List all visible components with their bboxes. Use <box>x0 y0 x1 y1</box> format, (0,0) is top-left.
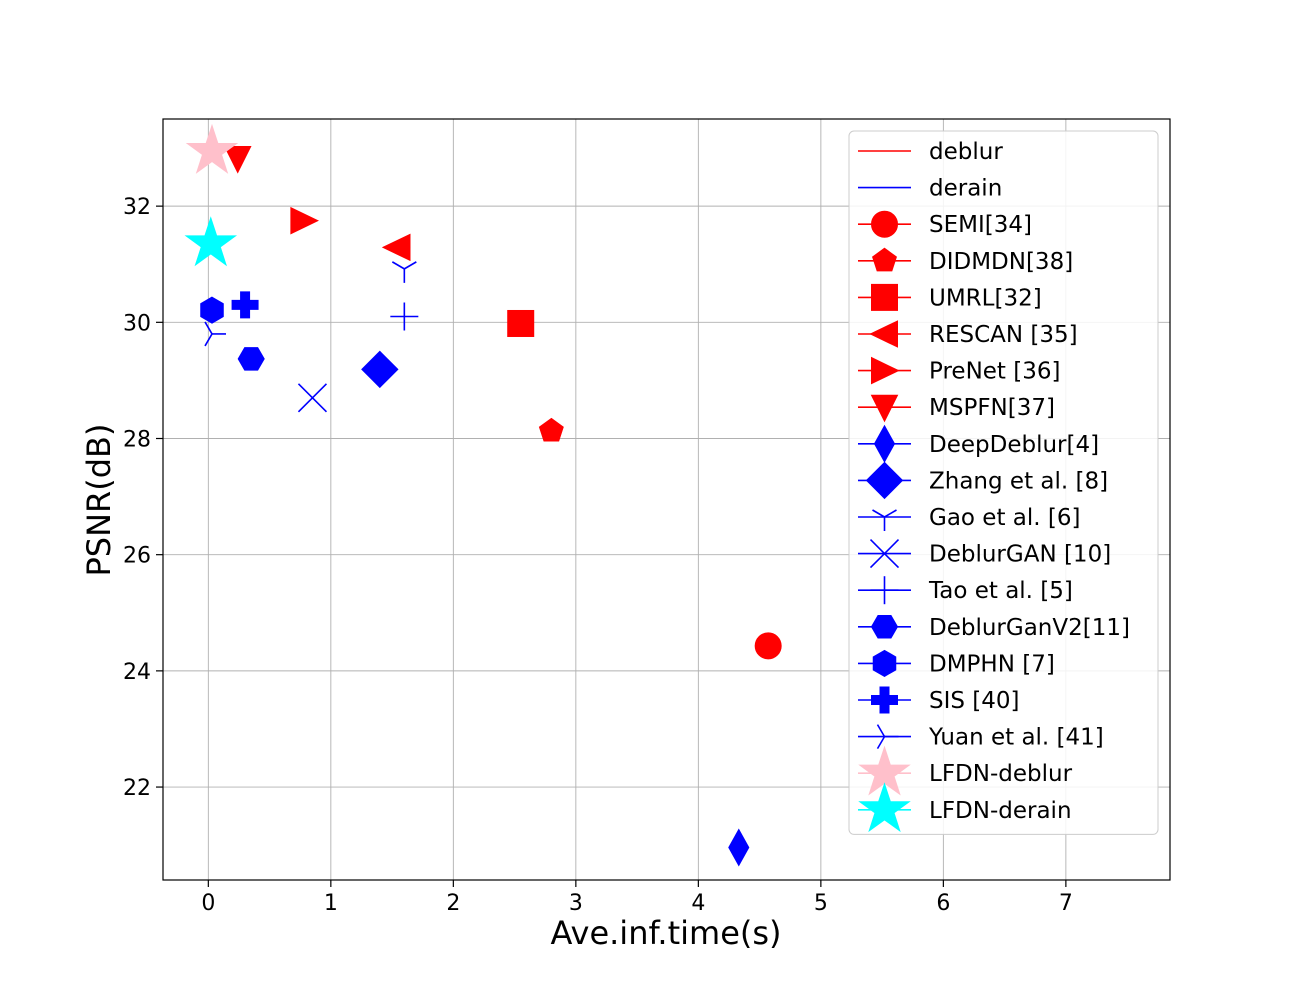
legend-marker-tao-et-al-5 <box>870 576 899 605</box>
point-prenet-36 <box>290 206 320 235</box>
legend-marker-lfdn-derain <box>858 782 911 833</box>
legend-label: Gao et al. [6] <box>929 505 1080 531</box>
legend-label: LFDN-derain <box>929 798 1072 824</box>
x-tick-label: 7 <box>1059 891 1073 916</box>
legend-box <box>848 130 1159 835</box>
point-deblurgan-10 <box>297 383 328 413</box>
legend-marker-didmdn-38 <box>872 247 897 272</box>
legend-label: MSPFN[37] <box>929 395 1055 421</box>
point-sis-40 <box>231 291 259 319</box>
y-tick-label: 24 <box>123 660 151 685</box>
legend-marker-deblurgan-10 <box>869 539 900 569</box>
legend-marker-rescan-35 <box>869 320 898 348</box>
legend-label: DMPHN [7] <box>929 651 1055 677</box>
point-rescan-35 <box>381 233 411 262</box>
legend-marker-semi-34 <box>871 210 898 238</box>
x-tick-label: 5 <box>814 891 828 916</box>
y-tick-label: 30 <box>123 311 151 336</box>
legend-marker-gao-et-al-6 <box>872 509 897 531</box>
y-tick-label: 22 <box>123 776 151 801</box>
point-umrl-32 <box>507 309 535 337</box>
y-tick-label: 26 <box>123 544 151 569</box>
legend-label: deblur <box>929 139 1003 165</box>
point-deblurganv2-11 <box>237 347 265 371</box>
x-tick-label: 1 <box>324 891 338 916</box>
point-dmphn-7 <box>200 296 224 324</box>
legend-marker-umrl-32 <box>871 283 898 311</box>
legend-label: Tao et al. [5] <box>928 578 1073 604</box>
legend-marker-sis-40 <box>871 686 898 714</box>
legend-marker-yuan-et-al-41 <box>876 724 899 750</box>
legend-label: RESCAN [35] <box>929 322 1078 348</box>
y-axis-label: PSNR(dB) <box>80 423 118 576</box>
x-tick-label: 4 <box>691 891 705 916</box>
x-tick-label: 6 <box>936 891 950 916</box>
legend-label: DeblurGanV2[11] <box>929 615 1130 641</box>
point-tao-et-al-5 <box>390 302 419 331</box>
x-tick-label: 0 <box>201 891 215 916</box>
point-deepdeblur-4 <box>728 828 750 867</box>
legend-label: DeblurGAN [10] <box>929 542 1111 568</box>
y-tick-label: 32 <box>123 195 151 220</box>
legend-label: Yuan et al. [41] <box>928 725 1104 751</box>
point-didmdn-38 <box>538 417 564 442</box>
axis-ticks: 0 1 2 3 4 5 6 7 22 24 26 28 30 32 <box>123 195 1073 916</box>
point-yuan-et-al-41 <box>204 321 227 347</box>
point-zhang-et-al-8 <box>361 350 399 389</box>
legend-marker-zhang-et-al-8 <box>865 461 904 500</box>
legend-marker-dmphn-7 <box>872 649 897 677</box>
legend-label: UMRL[32] <box>929 285 1042 311</box>
legend-marker-mspfn-37 <box>870 394 899 423</box>
point-mspfn-37 <box>223 146 252 174</box>
legend-label: DIDMDN[38] <box>929 249 1073 275</box>
y-tick-label: 28 <box>123 428 151 453</box>
point-gao-et-al-6 <box>391 261 417 283</box>
x-tick-label: 2 <box>446 891 460 916</box>
x-axis-label: Ave.inf.time(s) <box>550 914 781 952</box>
legend-label: SEMI[34] <box>929 212 1032 238</box>
legend-marker-deblurganv2-11 <box>870 615 899 639</box>
plot-frame <box>162 118 1171 881</box>
legend-label: LFDN-deblur <box>929 761 1073 787</box>
legend-label: Zhang et al. [8] <box>929 468 1108 494</box>
point-lfdn-deblur <box>185 123 239 174</box>
point-lfdn-derain <box>184 216 238 267</box>
data-points <box>184 123 782 867</box>
legend-marker-prenet-36 <box>871 356 900 385</box>
point-semi-34 <box>754 632 782 660</box>
legend: deblur derain SEMI[34] DIDMDN[38] UMRL[32] RE… <box>848 130 1159 835</box>
x-tick-label: 3 <box>569 891 583 916</box>
legend-label: DeepDeblur[4] <box>929 432 1099 458</box>
legend-label: SIS [40] <box>929 688 1020 714</box>
legend-label: derain <box>929 176 1002 202</box>
legend-label: PreNet [36] <box>929 359 1060 385</box>
